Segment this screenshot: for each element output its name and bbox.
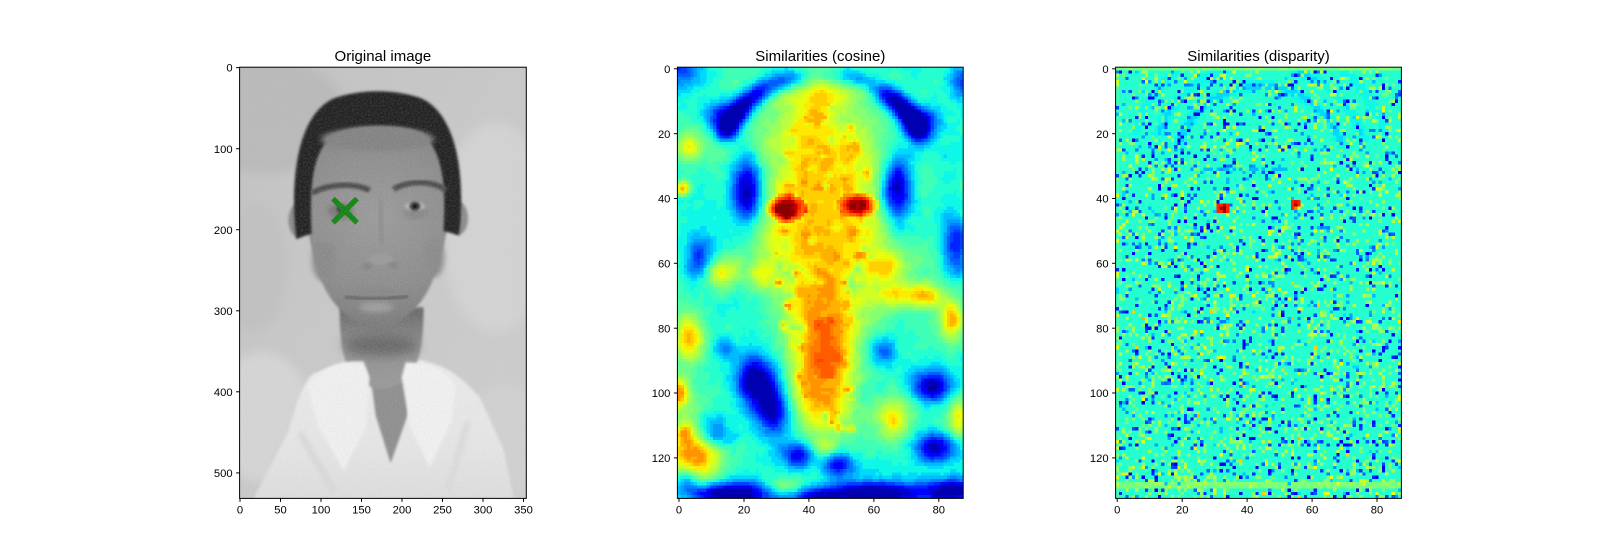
svg-text:40: 40 <box>803 505 815 517</box>
svg-text:250: 250 <box>433 505 452 517</box>
svg-text:100: 100 <box>312 505 331 517</box>
svg-text:80: 80 <box>1096 323 1108 335</box>
svg-text:200: 200 <box>393 505 412 517</box>
svg-text:40: 40 <box>658 194 670 206</box>
svg-text:40: 40 <box>1241 505 1253 517</box>
svg-text:300: 300 <box>474 505 493 517</box>
svg-text:0: 0 <box>237 505 243 517</box>
svg-text:Original image: Original image <box>335 48 432 65</box>
svg-text:50: 50 <box>274 505 286 517</box>
svg-text:350: 350 <box>514 505 533 517</box>
svg-text:100: 100 <box>652 388 671 400</box>
svg-text:60: 60 <box>868 505 880 517</box>
svg-text:60: 60 <box>1306 505 1318 517</box>
svg-text:0: 0 <box>1102 64 1108 76</box>
svg-text:20: 20 <box>1176 505 1188 517</box>
svg-text:200: 200 <box>214 225 233 237</box>
svg-text:100: 100 <box>214 144 233 156</box>
svg-text:100: 100 <box>1090 388 1109 400</box>
svg-text:60: 60 <box>658 258 670 270</box>
svg-text:Similarities (cosine): Similarities (cosine) <box>755 48 885 65</box>
svg-text:20: 20 <box>658 129 670 141</box>
svg-text:20: 20 <box>1096 129 1108 141</box>
svg-text:40: 40 <box>1096 194 1108 206</box>
svg-text:80: 80 <box>658 323 670 335</box>
svg-text:300: 300 <box>214 306 233 318</box>
svg-text:120: 120 <box>652 453 671 465</box>
svg-text:400: 400 <box>214 387 233 399</box>
svg-text:0: 0 <box>676 505 682 517</box>
svg-text:60: 60 <box>1096 258 1108 270</box>
svg-text:0: 0 <box>1114 505 1120 517</box>
svg-text:500: 500 <box>214 468 233 480</box>
svg-text:Similarities (disparity): Similarities (disparity) <box>1187 48 1330 65</box>
svg-text:0: 0 <box>226 63 232 75</box>
svg-text:20: 20 <box>738 505 750 517</box>
svg-text:120: 120 <box>1090 453 1109 465</box>
svg-text:80: 80 <box>933 505 945 517</box>
svg-text:150: 150 <box>352 505 371 517</box>
svg-text:0: 0 <box>664 64 670 76</box>
svg-text:80: 80 <box>1371 505 1383 517</box>
